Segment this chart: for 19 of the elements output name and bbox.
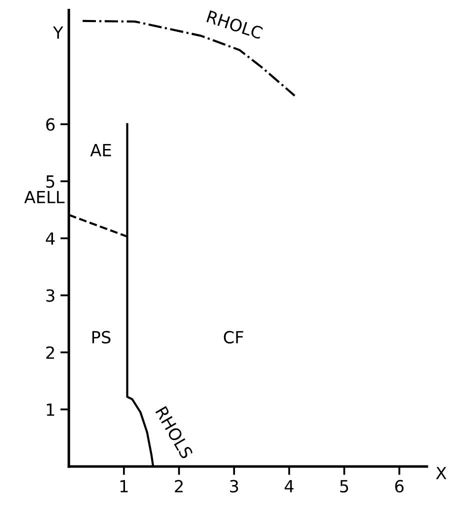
x-tick-label: 6	[395, 480, 404, 493]
x-tick-label: 3	[230, 480, 238, 493]
y-tick-label: 3	[46, 289, 54, 302]
y-axis-title: Y	[52, 26, 64, 39]
annotation: CF	[224, 330, 244, 344]
x-axis-title: X	[436, 466, 446, 480]
annotation: AE	[90, 144, 111, 156]
x-tick-label: 2	[174, 480, 183, 492]
y-tick-label: 5	[46, 175, 54, 188]
annotation: RHOLC	[206, 10, 264, 40]
y-tick-label: 2	[46, 346, 54, 359]
y-tick-label: 4	[46, 232, 55, 245]
x-tick-label: 4	[284, 480, 294, 492]
x-tick-label: 5	[340, 480, 348, 493]
x-tick-label: 1	[120, 480, 128, 492]
y-tick-label: 1	[46, 404, 54, 416]
annotation: AELL	[24, 190, 65, 204]
y-tick-label: 6	[46, 118, 55, 131]
annotation: PS	[92, 330, 110, 344]
